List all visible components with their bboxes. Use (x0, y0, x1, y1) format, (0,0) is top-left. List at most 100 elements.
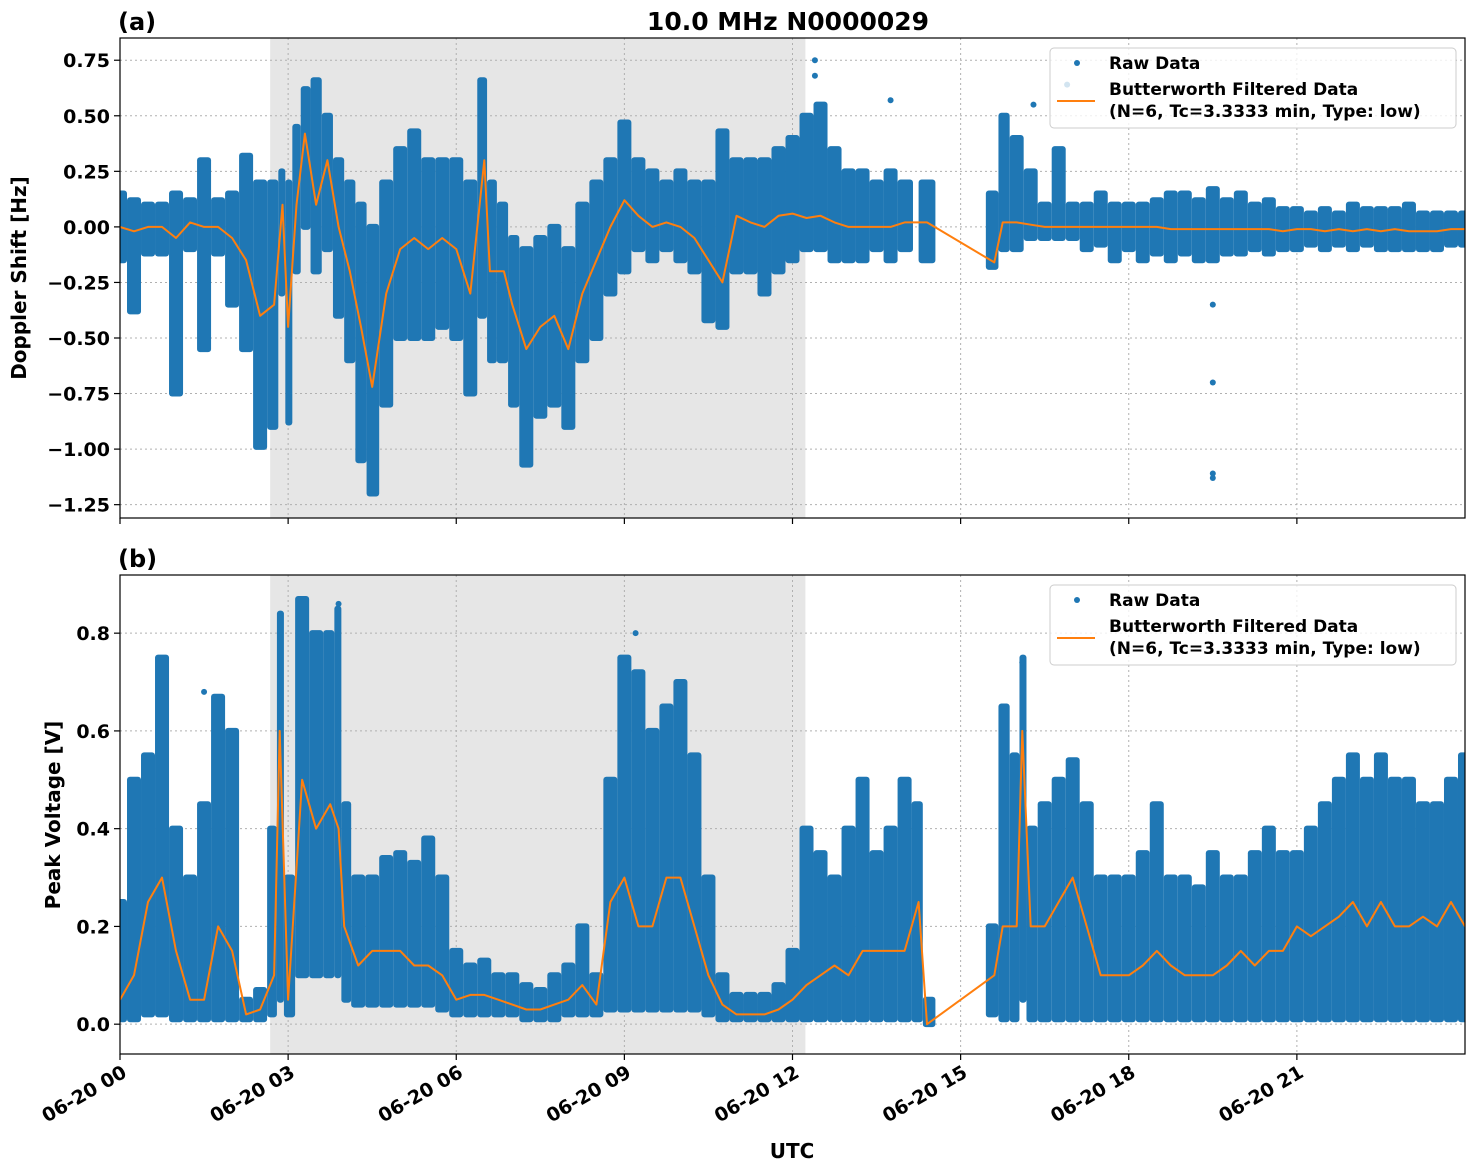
raw-data-range (575, 201, 590, 364)
raw-data-range (120, 190, 128, 264)
raw-data-range (407, 128, 422, 341)
raw-data-range (197, 801, 212, 1023)
chart-title: 10.0 MHz N0000029 (647, 7, 929, 36)
raw-data-range (1149, 801, 1164, 1023)
raw-data-range (771, 982, 786, 1023)
raw-data-range (785, 947, 800, 1023)
raw-data-range (799, 825, 814, 1023)
raw-data-range (309, 630, 324, 979)
y-tick-label: 0.2 (76, 916, 110, 938)
raw-data-range (743, 991, 758, 1023)
raw-data-range (519, 982, 534, 1023)
raw-data-range (1219, 197, 1234, 257)
panel-b-voltage: 0.0 0.2 0.4 0.6 0.8 06-20 00 06-20 03 06-20 06 0… (38, 574, 1466, 1127)
y-axis-label-b: Peak Voltage [V] (41, 721, 65, 910)
raw-data-range (1373, 206, 1388, 253)
raw-data-range (127, 197, 142, 315)
y-tick-label: −1.25 (47, 495, 110, 517)
raw-data-point (811, 57, 818, 64)
raw-data-range (155, 201, 170, 257)
raw-data-series (120, 57, 1465, 497)
raw-data-range (120, 898, 128, 1023)
panel-label-b: (b) (118, 545, 157, 573)
legend-filtered-label: Butterworth Filtered Data (1109, 80, 1358, 100)
raw-data-range (1429, 801, 1444, 1023)
y-tick-label: 0.4 (76, 819, 110, 841)
legend-filtered-params: (N=6, Tc=3.3333 min, Type: low) (1109, 102, 1421, 122)
raw-data-range (276, 610, 284, 1003)
raw-data-range (1009, 752, 1020, 1023)
raw-data-range (1191, 197, 1206, 264)
raw-data-range (1023, 168, 1038, 241)
raw-data-range (323, 630, 335, 979)
raw-data-range (918, 179, 936, 264)
raw-data-point (201, 688, 208, 695)
raw-data-range (477, 957, 492, 1018)
raw-data-range (463, 962, 478, 1018)
raw-data-range (1219, 874, 1234, 1023)
raw-data-point (1019, 659, 1026, 666)
legend-box (1049, 584, 1457, 666)
raw-data-range (141, 201, 156, 257)
raw-data-range (985, 190, 999, 270)
raw-data-range (169, 190, 184, 397)
raw-data-range (1247, 850, 1262, 1023)
y-tick-label: −0.50 (47, 328, 110, 350)
raw-data-range (1275, 850, 1290, 1023)
raw-data-range (659, 179, 674, 253)
raw-data-range (491, 972, 506, 1018)
raw-data-range (855, 168, 870, 264)
raw-data-range (1415, 801, 1430, 1023)
raw-data-range (239, 152, 254, 353)
raw-data-range (1289, 850, 1304, 1023)
raw-data-range (603, 776, 618, 1013)
raw-data-range (508, 235, 520, 408)
axes-frame (119, 37, 1466, 519)
raw-data-range (743, 157, 758, 275)
raw-data-range (869, 179, 884, 253)
raw-data-range (225, 727, 240, 1023)
x-axis-label: UTC (770, 1139, 815, 1163)
y-axis-label-a: Doppler Shift [Hz] (7, 176, 31, 380)
raw-data-range (561, 246, 576, 430)
raw-data-range (435, 157, 450, 330)
raw-data-range (897, 179, 913, 253)
raw-data-range (911, 801, 923, 1023)
legend-filtered-label: Butterworth Filtered Data (1109, 617, 1358, 637)
raw-data-range (701, 179, 716, 324)
legend: Raw Data Butterworth Filtered Data(N=6, T… (1049, 584, 1457, 666)
raw-data-range (1079, 801, 1094, 1023)
raw-data-range (813, 101, 828, 253)
raw-data-range (1093, 874, 1108, 1023)
raw-data-range (253, 986, 268, 1023)
raw-data-range (278, 168, 286, 297)
raw-data-range (715, 972, 730, 1023)
raw-data-range (1317, 206, 1332, 253)
raw-data-range (1247, 201, 1262, 253)
y-tick-label: −0.75 (47, 384, 110, 406)
y-tick-label: 0.6 (76, 721, 110, 743)
y-tick-label: −0.25 (47, 272, 110, 294)
filtered-data-line (120, 132, 1465, 388)
raw-data-range (435, 874, 450, 1013)
raw-data-range (813, 850, 828, 1023)
raw-data-range (1163, 190, 1178, 264)
raw-data-range (225, 190, 240, 308)
panel-a-doppler: −1.25 −1.00 −0.75 −0.50 −0.25 0.00 0.25 0.50 0.7… (47, 37, 1466, 524)
raw-data-range (701, 874, 716, 1018)
raw-data-range (1177, 874, 1192, 1023)
raw-data-range (631, 669, 646, 1013)
raw-data-range (1093, 190, 1108, 248)
raw-data-range (211, 693, 226, 1023)
raw-data-range (365, 874, 380, 1008)
raw-data-range (673, 168, 688, 264)
raw-data-range (1359, 776, 1374, 1023)
raw-data-range (1019, 654, 1027, 1003)
y-tick-label: 0.8 (76, 623, 110, 645)
raw-data-point (1209, 379, 1216, 386)
raw-data-range (1233, 190, 1248, 257)
raw-data-range (589, 972, 604, 1018)
raw-data-range (998, 112, 1010, 253)
raw-data-range (827, 146, 842, 264)
